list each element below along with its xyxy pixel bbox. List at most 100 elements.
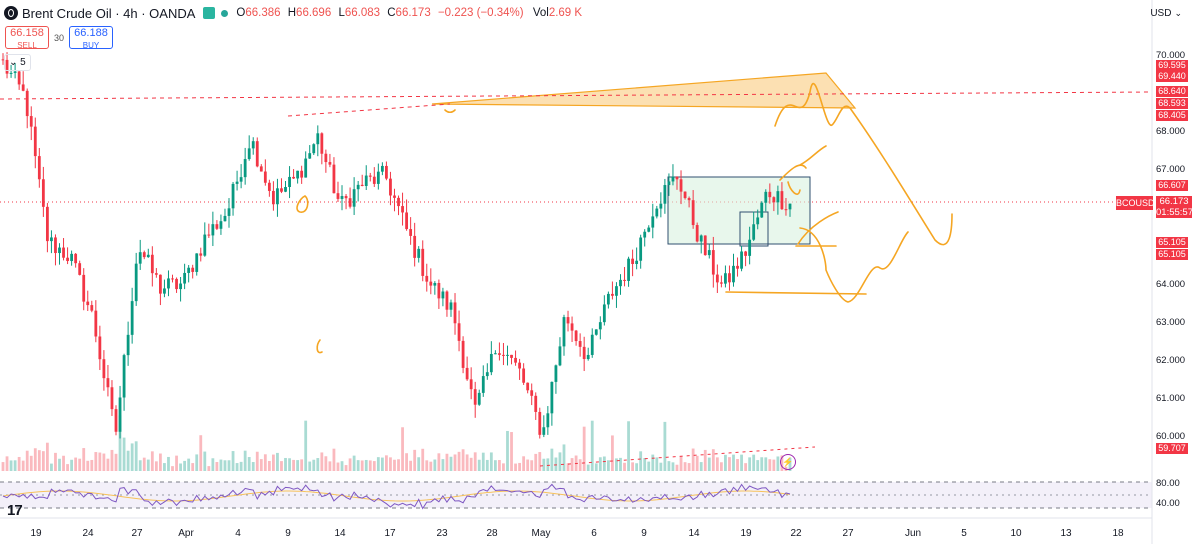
candle: [219, 221, 223, 229]
candle: [703, 235, 707, 256]
candle: [292, 176, 295, 179]
candle: [58, 247, 61, 254]
candle: [118, 397, 122, 432]
currency-select[interactable]: USD: [1150, 8, 1182, 19]
volume-bar: [695, 455, 699, 471]
volume-bar: [223, 460, 227, 471]
freehand-drawing: [849, 107, 953, 246]
candlesticks: [1, 52, 792, 439]
volume-bar: [227, 460, 231, 471]
volume-bar: [50, 463, 53, 471]
volume-bar: [433, 459, 437, 471]
volume-bar: [691, 448, 695, 471]
price-level-label: 68.405: [1156, 110, 1188, 121]
sell-button[interactable]: 66.158 SELL: [5, 26, 49, 50]
volume-bar: [679, 455, 683, 471]
volume-bar: [594, 463, 598, 471]
symbol-title[interactable]: Brent Crude Oil · 4h · OANDA: [22, 5, 196, 21]
candle: [37, 156, 41, 180]
candle: [312, 144, 316, 154]
volume-bar: [687, 463, 691, 471]
candle: [562, 317, 566, 347]
candle: [78, 263, 82, 275]
time-tick: 5: [961, 528, 967, 539]
candle: [90, 305, 94, 311]
candle: [542, 427, 546, 435]
volume-bar: [756, 460, 760, 471]
candle: [707, 250, 711, 256]
volume-bar: [453, 454, 457, 471]
candle: [732, 265, 735, 283]
volume-bar: [719, 462, 723, 471]
volume-bar: [348, 458, 352, 471]
volume-bar: [538, 452, 542, 471]
candle: [776, 191, 780, 203]
volume-bar: [5, 456, 9, 471]
candle: [417, 248, 421, 258]
candle: [550, 381, 554, 414]
candle: [764, 191, 768, 203]
price-tick: 70.000: [1156, 50, 1186, 61]
volume-bar: [465, 454, 469, 471]
trend-dashed-line: [287, 103, 451, 117]
range-box: [667, 176, 811, 245]
candle: [239, 177, 243, 182]
volume-bar: [364, 459, 368, 471]
volume-bar: [518, 462, 521, 471]
tradingview-logo-icon[interactable]: 17: [7, 502, 23, 519]
volume-bar: [715, 457, 719, 471]
candle: [546, 413, 550, 428]
time-tick: 4: [235, 528, 241, 539]
candle: [748, 239, 752, 256]
candle: [728, 273, 731, 283]
volume-bar: [506, 430, 509, 471]
volume-bar: [772, 459, 776, 471]
volume-bar: [732, 454, 735, 471]
volume-bar: [45, 442, 49, 471]
flag-icon[interactable]: [203, 7, 216, 19]
candle: [421, 248, 425, 276]
rsi-pane: [0, 481, 1152, 510]
volume-bar: [356, 460, 360, 471]
candle: [510, 354, 513, 358]
volume-bar: [368, 460, 372, 471]
candle: [33, 126, 37, 157]
candle: [598, 322, 602, 330]
volume-bar: [659, 462, 663, 471]
candle: [514, 357, 517, 363]
volume-bar: [146, 459, 150, 471]
candle: [659, 203, 663, 209]
sell-price: 66.158: [10, 27, 44, 39]
volume-bar: [324, 456, 328, 471]
candle: [429, 281, 433, 286]
candle: [235, 181, 239, 184]
volume-bar: [300, 459, 304, 471]
volume-bar: [602, 456, 606, 471]
volume-bar: [461, 449, 465, 471]
volume-bar: [21, 460, 25, 471]
candle: [606, 293, 610, 305]
candle: [308, 153, 312, 159]
volume-bar: [550, 448, 554, 471]
volume-bar: [74, 457, 78, 471]
rsi-ma-line: [2, 490, 791, 502]
volume-bar: [611, 435, 614, 471]
volume-bar: [514, 463, 517, 471]
candle: [679, 179, 683, 192]
candle: [631, 258, 634, 264]
volume-bar: [70, 459, 74, 471]
lightning-icon[interactable]: ⚡: [780, 454, 796, 470]
volume-bar: [703, 449, 707, 471]
volume-bar: [477, 459, 481, 471]
volume-bar: [469, 457, 473, 471]
time-tick: 18: [1112, 528, 1124, 539]
volume-bar: [102, 453, 106, 471]
candle: [5, 59, 9, 74]
time-tick: 14: [334, 528, 346, 539]
volume-bar: [86, 460, 90, 471]
indicators-toggle-button[interactable]: ⌄ 5: [4, 54, 31, 71]
volume-bar: [215, 462, 219, 471]
candle: [699, 235, 703, 242]
buy-button[interactable]: 66.188 BUY: [69, 26, 113, 50]
